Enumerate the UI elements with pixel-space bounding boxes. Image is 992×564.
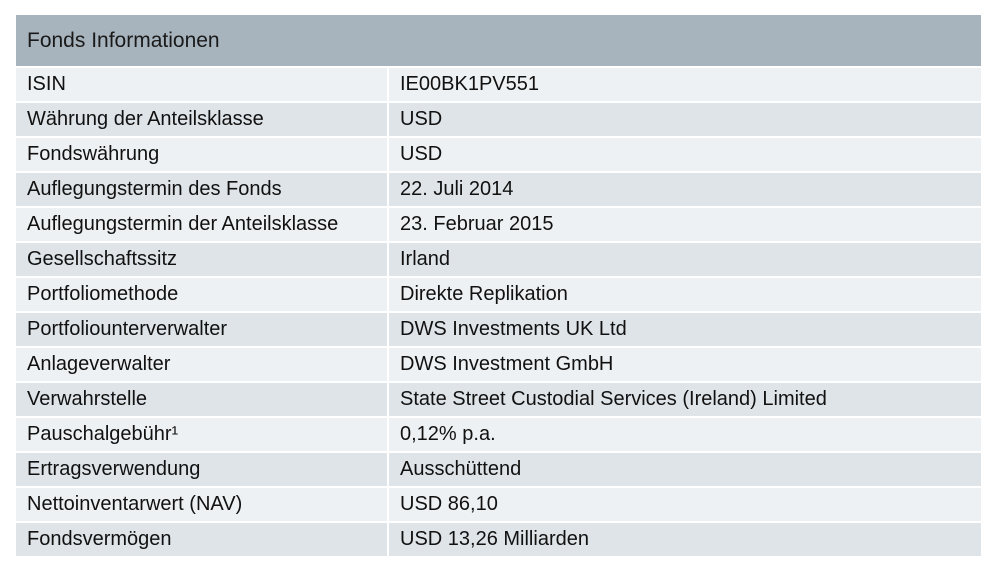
row-value: USD — [388, 137, 981, 173]
row-value: USD 86,10 — [388, 487, 981, 523]
table-row: Portfoliounterverwalter DWS Investments U… — [16, 312, 981, 348]
row-value: 23. Februar 2015 — [388, 207, 981, 243]
row-label: Fondswährung — [16, 137, 389, 173]
panel-title: Fonds Informationen — [27, 28, 220, 52]
table-row: Fondsvermögen USD 13,26 Milliarden — [16, 522, 981, 558]
row-value: 0,12% p.a. — [388, 417, 981, 453]
row-value: IE00BK1PV551 — [388, 68, 981, 103]
table-gap — [16, 66, 981, 68]
table-row: Nettoinventarwert (NAV) USD 86,10 — [16, 487, 981, 523]
table-row: Portfoliomethode Direkte Replikation — [16, 277, 981, 313]
row-value: USD — [388, 102, 981, 138]
row-value: DWS Investments UK Ltd — [388, 312, 981, 348]
table-row: Ertragsverwendung Ausschüttend — [16, 452, 981, 488]
row-label: Auflegungstermin der Anteilsklasse — [16, 207, 389, 243]
row-value: Direkte Replikation — [388, 277, 981, 313]
table-row: ISIN IE00BK1PV551 — [16, 68, 981, 103]
row-value: USD 13,26 Milliarden — [388, 522, 981, 558]
row-label: Ertragsverwendung — [16, 452, 389, 488]
row-label: Portfoliomethode — [16, 277, 389, 313]
row-label: Fondsvermögen — [16, 522, 389, 558]
row-label: Verwahrstelle — [16, 382, 389, 418]
row-label: Gesellschaftssitz — [16, 242, 389, 278]
panel-header: Fonds Informationen — [16, 15, 981, 66]
row-value: DWS Investment GmbH — [388, 347, 981, 383]
row-value: Irland — [388, 242, 981, 278]
row-value: State Street Custodial Services (Ireland… — [388, 382, 981, 418]
row-label: Portfoliounterverwalter — [16, 312, 389, 348]
table-row: Gesellschaftssitz Irland — [16, 242, 981, 278]
table-row: Pauschalgebühr¹ 0,12% p.a. — [16, 417, 981, 453]
table-row: Auflegungstermin des Fonds 22. Juli 2014 — [16, 172, 981, 208]
table-row: Auflegungstermin der Anteilsklasse 23. Fe… — [16, 207, 981, 243]
table-row: Fondswährung USD — [16, 137, 981, 173]
fund-info-panel: Fonds Informationen ISIN IE00BK1PV551 Wäh… — [16, 15, 981, 558]
fund-info-table: ISIN IE00BK1PV551 Währung der Anteilsklas… — [16, 66, 981, 558]
row-label: Nettoinventarwert (NAV) — [16, 487, 389, 523]
fund-info-rows: ISIN IE00BK1PV551 Währung der Anteilsklas… — [16, 66, 981, 558]
table-row: Anlageverwalter DWS Investment GmbH — [16, 347, 981, 383]
table-row: Verwahrstelle State Street Custodial Serv… — [16, 382, 981, 418]
row-value: 22. Juli 2014 — [388, 172, 981, 208]
row-label: ISIN — [16, 68, 389, 103]
row-label: Anlageverwalter — [16, 347, 389, 383]
row-label: Auflegungstermin des Fonds — [16, 172, 389, 208]
row-value: Ausschüttend — [388, 452, 981, 488]
row-label: Währung der Anteilsklasse — [16, 102, 389, 138]
table-row: Währung der Anteilsklasse USD — [16, 102, 981, 138]
row-label: Pauschalgebühr¹ — [16, 417, 389, 453]
